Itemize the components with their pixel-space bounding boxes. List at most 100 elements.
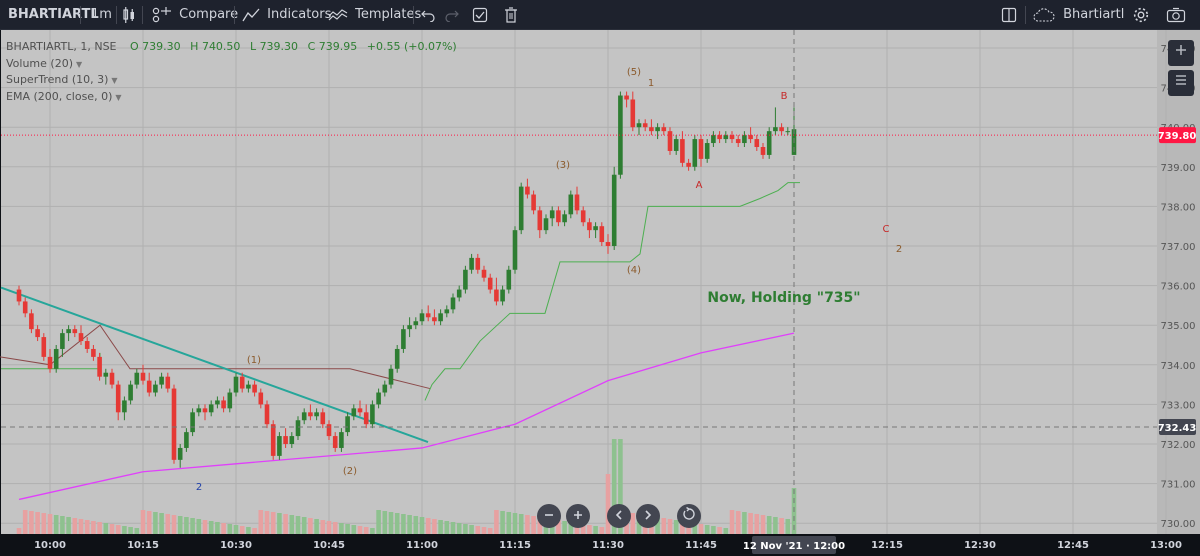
candle-body — [692, 139, 698, 167]
candle-body — [531, 194, 536, 211]
volume-bar — [438, 520, 443, 534]
volume-bar — [766, 516, 772, 534]
volume-bar — [332, 522, 338, 534]
reset-icon — [683, 506, 695, 520]
legend-study-ema[interactable]: EMA (200, close, 0) ▼ — [6, 89, 457, 106]
candle-body — [221, 400, 226, 409]
volume-bar — [246, 527, 251, 534]
zoom-out-button[interactable] — [537, 504, 561, 528]
settings-button[interactable] — [1132, 0, 1150, 30]
minus-icon — [545, 514, 553, 516]
trash-icon — [505, 6, 517, 23]
volume-bar — [605, 474, 611, 534]
volume-bar — [103, 523, 109, 534]
volume-bar — [97, 522, 102, 534]
compare-button[interactable]: Compare — [152, 0, 238, 30]
legend-main-series: BHARTIARTL, 1, NSE O 739.30 H 740.50 L 7… — [6, 39, 457, 56]
volume-bar — [568, 522, 574, 534]
price-tick-label: 731.00 — [1161, 480, 1196, 491]
volume-bar — [295, 516, 301, 534]
symbol-search-button[interactable]: BHARTIARTL — [8, 0, 99, 30]
volume-bar — [29, 511, 34, 534]
candle-body — [425, 313, 431, 318]
volume-bar — [165, 514, 171, 534]
templates-button[interactable]: Templates — [328, 0, 421, 30]
undo-button[interactable] — [421, 0, 435, 30]
candle-body — [22, 301, 28, 314]
interval-label: 1m — [91, 7, 112, 22]
scroll-left-button[interactable] — [607, 504, 631, 528]
interval-button[interactable]: 1m — [91, 0, 112, 30]
candle-body — [562, 214, 567, 223]
candle-body — [481, 269, 487, 278]
minor-2-right-label: 2 — [896, 244, 902, 255]
volume-bar — [618, 439, 623, 534]
volume-bar — [444, 521, 450, 534]
candle-body — [444, 309, 450, 314]
chevron-down-icon[interactable]: ▼ — [76, 59, 83, 69]
last-price-tag — [1159, 127, 1196, 144]
candle-body — [314, 412, 319, 417]
chart-area[interactable]: (1) (2) (3) (4) (5) 1 2 A B C 2 Now, Holding "735" … — [0, 30, 1200, 556]
volume-bar — [394, 513, 400, 534]
volume-bar — [283, 514, 288, 534]
chart-pane[interactable] — [1, 30, 1157, 534]
volume-bar — [698, 524, 704, 534]
candle-body — [277, 436, 282, 456]
time-tick-label: 11:00 — [406, 540, 438, 551]
candle-body — [60, 333, 65, 349]
candle-body — [301, 412, 307, 421]
candle-body — [667, 131, 673, 151]
cloud-layout-button[interactable]: Bhartiartl — [1033, 0, 1124, 30]
price-axis-pane[interactable] — [1157, 30, 1200, 534]
chevron-down-icon[interactable]: ▼ — [115, 92, 122, 102]
snapshot-button[interactable] — [1166, 0, 1186, 30]
candle-body — [469, 257, 474, 270]
legend-change: +0.55 (+0.07%) — [366, 40, 457, 53]
volume-bar — [190, 518, 195, 534]
candle-body — [556, 210, 561, 223]
legend-study-supertrend[interactable]: SuperTrend (10, 3) ▼ — [6, 72, 457, 89]
volume-bar — [742, 512, 747, 534]
volume-bar — [239, 526, 245, 534]
volume-bar — [773, 517, 778, 534]
candle-body — [661, 127, 667, 132]
candle-body — [215, 400, 220, 405]
volume-bar — [463, 524, 468, 534]
point-a-label: A — [696, 180, 703, 191]
object-tree-button[interactable] — [1168, 70, 1194, 96]
chart-style-button[interactable] — [122, 0, 136, 30]
candle-body — [407, 325, 412, 330]
crosshair-time-tag — [752, 536, 836, 554]
legend-study-volume[interactable]: Volume (20) ▼ — [6, 56, 457, 73]
candle-body — [549, 210, 555, 219]
candle-body — [239, 376, 245, 389]
chevron-down-icon[interactable]: ▼ — [111, 76, 118, 85]
scroll-right-button[interactable] — [636, 504, 660, 528]
plus-icon — [574, 511, 582, 519]
delete-button[interactable] — [504, 0, 518, 30]
candle-body — [754, 139, 760, 147]
candle-body — [78, 333, 84, 342]
volume-bar — [599, 527, 605, 534]
volume-bar — [208, 521, 214, 534]
reset-chart-button[interactable] — [677, 504, 701, 528]
volume-bar — [153, 512, 158, 534]
layout-toggle-button[interactable] — [1001, 0, 1017, 30]
alert-button[interactable] — [472, 0, 488, 30]
study-label: EMA (200, close, 0) — [6, 89, 113, 103]
price-tick-label: 734.00 — [1161, 361, 1196, 372]
volume-bar — [487, 528, 493, 534]
redo-button[interactable] — [445, 0, 459, 30]
time-tick-label: 10:15 — [127, 540, 159, 551]
zoom-in-button[interactable] — [566, 504, 590, 528]
candle-body — [432, 317, 437, 322]
plus-icon — [1176, 45, 1186, 55]
indicators-button[interactable]: Indicators — [242, 0, 331, 30]
time-axis-pane[interactable] — [0, 534, 1200, 556]
candle-body — [475, 257, 481, 270]
volume-bar — [326, 521, 332, 534]
toolbar-divider — [234, 6, 235, 24]
add-symbol-button[interactable] — [1168, 40, 1194, 66]
